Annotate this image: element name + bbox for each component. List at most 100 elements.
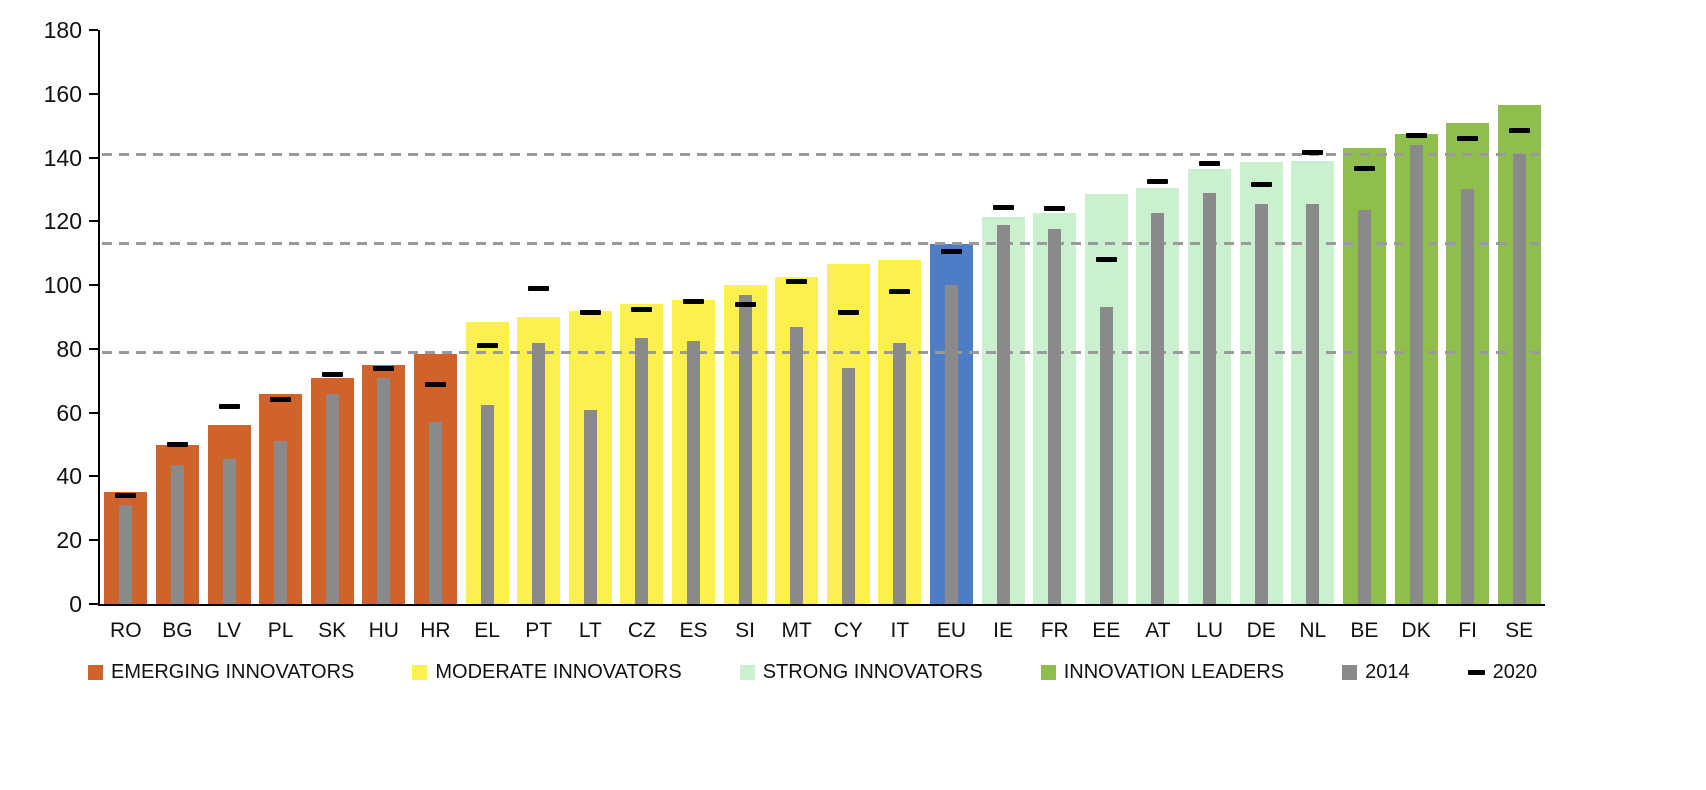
legend-item-innovation-leaders: INNOVATION LEADERS	[1040, 661, 1284, 684]
y-tick-label-0: 0	[69, 591, 82, 617]
bar-2014-DK	[1409, 144, 1423, 604]
threshold-line-79	[102, 350, 1543, 354]
x-label-CZ: CZ	[627, 619, 656, 642]
y-tick-label-140: 140	[43, 144, 82, 171]
marker-2020-PT	[528, 285, 550, 291]
bar-2014-HU	[377, 377, 391, 604]
x-label-BE: BE	[1350, 619, 1379, 642]
bar-2014-SE	[1512, 154, 1526, 604]
x-label-RO: RO	[110, 619, 142, 642]
marker-2020-BG	[166, 442, 188, 448]
legend-item-emerging-innovators: EMERGING INNOVATORS	[88, 661, 354, 684]
y-tick-mark	[89, 603, 98, 605]
y-tick-mark	[89, 347, 98, 350]
y-tick-mark	[89, 284, 98, 287]
marker-2020-FR	[1044, 206, 1066, 212]
bar-2014-PT	[532, 342, 546, 604]
marker-2020-AT	[1147, 179, 1169, 184]
legend-2020-dash-icon	[1467, 670, 1485, 675]
marker-2020-DE	[1250, 182, 1272, 188]
legend-swatch-strong-icon	[739, 665, 755, 680]
marker-2020-LV	[218, 403, 240, 409]
bar-2014-FI	[1461, 189, 1475, 604]
marker-2020-PL	[270, 397, 292, 403]
marker-2020-LU	[1199, 161, 1221, 167]
marker-2020-NL	[1302, 150, 1324, 156]
chart-legend: EMERGING INNOVATORS MODERATE INNOVATORS ST…	[88, 661, 1537, 684]
marker-2020-SK	[321, 371, 343, 377]
legend-label: EMERGING INNOVATORS	[111, 661, 355, 683]
y-tick-mark	[89, 29, 98, 31]
y-axis-line	[98, 30, 100, 606]
x-label-IT: IT	[890, 619, 910, 642]
x-label-LU: LU	[1196, 619, 1224, 642]
x-label-DK: DK	[1401, 619, 1431, 642]
x-label-BG: BG	[162, 619, 193, 642]
bar-2014-LU	[1203, 192, 1217, 604]
x-label-FI: FI	[1458, 619, 1477, 642]
bar-2014-SI	[738, 294, 752, 604]
y-tick-label-100: 100	[43, 272, 82, 299]
bar-2014-IE	[996, 224, 1010, 604]
x-label-SK: SK	[318, 619, 347, 642]
y-tick-label-20: 20	[56, 527, 82, 554]
y-tick-label-120: 120	[43, 208, 82, 235]
bar-2014-EU	[945, 285, 958, 604]
x-label-DE: DE	[1246, 619, 1276, 642]
bar-2014-IT	[893, 342, 907, 604]
y-tick-label-40: 40	[56, 463, 82, 490]
x-label-SE: SE	[1505, 619, 1534, 642]
marker-2020-EU	[941, 249, 962, 255]
legend-swatch-gray2014-icon	[1342, 665, 1358, 680]
bar-2014-BG	[170, 465, 184, 604]
bar-2014-HR	[428, 422, 442, 604]
legend-item-strong-innovators: STRONG INNOVATORS	[739, 661, 983, 684]
marker-2020-CZ	[631, 306, 653, 312]
bar-2014-LT	[583, 409, 597, 604]
legend-swatch-leaders-icon	[1040, 665, 1056, 680]
marker-2020-BE	[1353, 166, 1375, 172]
y-tick-label-180: 180	[43, 17, 82, 43]
y-tick-label-80: 80	[56, 335, 82, 362]
marker-2020-MT	[786, 279, 808, 285]
y-tick-mark	[89, 220, 98, 223]
bar-2014-PL	[274, 441, 288, 604]
legend-label: STRONG INNOVATORS	[762, 661, 983, 683]
x-label-HU: HU	[368, 619, 399, 642]
x-label-CY: CY	[833, 619, 863, 642]
marker-2020-SI	[734, 301, 756, 307]
legend-item-2020: 2020	[1467, 661, 1538, 684]
x-label-NL: NL	[1299, 619, 1327, 642]
y-tick-mark	[89, 475, 98, 478]
legend-label: 2014	[1365, 661, 1410, 683]
bar-2014-AT	[1151, 213, 1165, 604]
x-label-AT: AT	[1145, 619, 1171, 642]
x-label-ES: ES	[679, 619, 708, 642]
x-label-EE: EE	[1092, 619, 1121, 642]
x-label-PL: PL	[267, 619, 294, 642]
marker-2020-DK	[1405, 132, 1427, 138]
y-tick-mark	[89, 156, 98, 159]
legend-label: 2020	[1492, 661, 1538, 683]
x-label-EL: EL	[474, 619, 500, 642]
x-label-LV: LV	[216, 619, 242, 642]
bar-2014-DE	[1254, 203, 1268, 604]
marker-2020-LT	[579, 309, 601, 315]
bar-2014-RO	[119, 505, 133, 604]
bar-2014-FR	[1048, 229, 1062, 604]
legend-label: MODERATE INNOVATORS	[435, 661, 682, 683]
marker-2020-HR	[424, 381, 446, 387]
x-label-PT: PT	[525, 619, 553, 642]
marker-2020-EE	[1095, 257, 1117, 263]
bar-2014-NL	[1306, 203, 1320, 604]
x-label-SI: SI	[735, 619, 756, 642]
bar-2014-LV	[222, 458, 236, 604]
bar-2014-MT	[790, 326, 804, 604]
marker-2020-SE	[1508, 128, 1530, 133]
marker-2020-ES	[683, 298, 704, 304]
bar-2014-CZ	[635, 337, 649, 604]
legend-item-2014: 2014	[1342, 661, 1410, 684]
bar-2014-SK	[325, 393, 339, 604]
x-label-EU: EU	[936, 619, 967, 642]
